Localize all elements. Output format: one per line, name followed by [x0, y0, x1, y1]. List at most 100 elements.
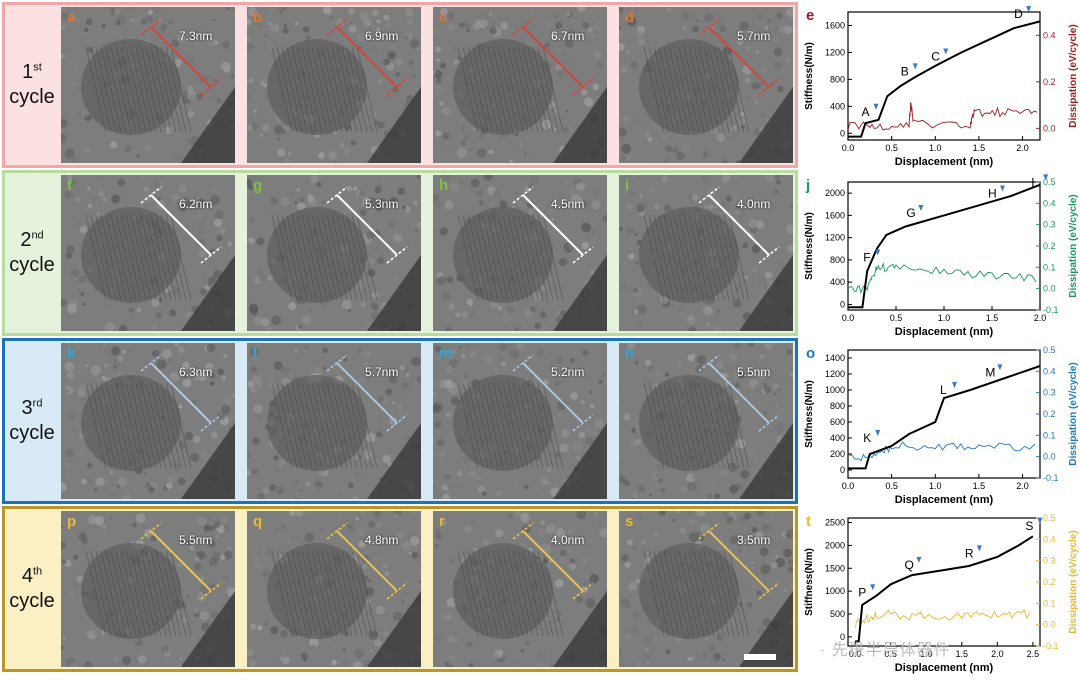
tem-image: [61, 343, 235, 499]
y2-tick-label: -0.1: [1043, 641, 1059, 651]
cycle-word: cycle: [9, 422, 55, 444]
y-tick-label: 400: [830, 101, 845, 111]
chart-e: e 0.0 0.5 1.0 1.5 2.0 0 400 800 1200 1600 0.0 0.2 0.4…: [800, 2, 1080, 168]
y-tick-label: 1600: [825, 20, 845, 30]
y-tick-label: 400: [830, 433, 845, 443]
x-tick-label: 1.0: [920, 649, 933, 659]
y2-tick-label: 0.3: [1043, 388, 1056, 398]
measurement-label: 5.7nm: [365, 365, 399, 379]
measurement-label: 6.2nm: [179, 197, 213, 211]
chart-panel-letter: e: [806, 7, 814, 24]
y-tick-label: 1200: [825, 233, 845, 243]
tem-panel-l: l 5.7nm: [247, 343, 421, 499]
cycle-suffix: nd: [31, 229, 44, 242]
tem-panel-h: h 4.5nm: [433, 175, 607, 331]
y2-tick-label: 0.5: [1043, 345, 1056, 355]
annotation-label: H: [988, 186, 997, 200]
x-tick-label: 0.0: [842, 481, 855, 491]
tem-image: [247, 175, 421, 331]
y2-tick-label: 0.2: [1043, 241, 1056, 251]
y-tick-label: 600: [830, 417, 845, 427]
plot-frame: [847, 181, 1041, 311]
y-tick-label: 0: [840, 465, 845, 475]
panel-letter: m: [439, 345, 453, 362]
panel-letter: f: [67, 177, 72, 194]
chart-panel-letter: t: [806, 513, 811, 530]
x-tick-label: 0.5: [890, 313, 903, 323]
y-tick-label: 800: [830, 74, 845, 84]
annotation-label: Q: [904, 558, 913, 572]
y2-tick-label: 0.0: [1043, 452, 1056, 462]
chart-t: t 0.0 0.5 1.0 1.5 2.0 2.5 0 500 1000 1500 2000 2500 -…: [800, 508, 1080, 674]
y-tick-label: 0: [840, 128, 845, 138]
annotation-arrow: [875, 249, 881, 256]
y-tick-label: 400: [830, 277, 845, 287]
tem-image: [433, 343, 607, 499]
cycle-label: 4th cycle: [5, 509, 59, 669]
x-tick-label: 1.5: [986, 313, 999, 323]
x-tick-label: 0.0: [842, 313, 855, 323]
y-tick-label: 2500: [825, 518, 845, 528]
y-axis-label: Stiffness(N/m): [804, 380, 815, 448]
annotation-arrow: [1026, 6, 1032, 13]
measurement-label: 5.7nm: [737, 29, 771, 43]
measurement-label: 5.5nm: [179, 533, 213, 547]
y2-tick-label: 0.4: [1043, 534, 1056, 544]
y2-tick-label: 0.4: [1043, 366, 1056, 376]
panel-letter: b: [253, 9, 263, 26]
y2-axis-label: Dissipation (eV/cycle): [1068, 362, 1079, 465]
cycle-word: cycle: [9, 254, 55, 276]
annotation-label: P: [858, 585, 866, 599]
annotation-arrow: [1000, 185, 1005, 192]
measurement-label: 5.2nm: [551, 365, 585, 379]
annotation-label: F: [863, 250, 870, 264]
cycle-word: cycle: [9, 590, 55, 612]
x-tick-label: 1.0: [929, 143, 942, 153]
tem-image: [61, 511, 235, 667]
tem-panel-k: k 6.3nm: [61, 343, 235, 499]
panel-letter: p: [67, 513, 77, 530]
annotation-label: C: [931, 50, 940, 64]
y2-tick-label: 0.2: [1043, 577, 1056, 587]
cycle-row-3: 3rd cycle k 6.3nm l 5.7nm m 5.2nm n 5.5nm: [2, 338, 798, 504]
annotation-arrow: [875, 430, 881, 436]
plot-frame: [847, 11, 1041, 141]
annotation-arrow: [918, 204, 924, 211]
annotation-label: B: [901, 64, 909, 78]
panel-letter: l: [253, 345, 258, 362]
stiffness-series: [848, 20, 1041, 138]
annotation-label: L: [940, 383, 947, 397]
tem-image: [61, 7, 235, 163]
tem-panel-a: a 7.3nm: [61, 7, 235, 163]
tem-panel-q: q 4.8nm: [247, 511, 421, 667]
y-axis-label: Stiffness(N/m): [804, 212, 815, 280]
tem-image: [247, 511, 421, 667]
y-axis-label: Stiffness(N/m): [804, 42, 815, 110]
annotation-arrow: [912, 63, 918, 70]
annotation-arrow: [870, 584, 876, 591]
tem-image: [619, 511, 793, 667]
y-tick-label: 500: [830, 609, 845, 619]
annotation-label: R: [965, 546, 974, 560]
annotation-label: I: [1031, 175, 1034, 189]
x-tick-label: 1.0: [929, 481, 942, 491]
tem-image: [619, 175, 793, 331]
x-tick-label: 2.0: [1016, 481, 1029, 491]
x-tick-label: 0.5: [885, 481, 898, 491]
cycle-suffix: th: [32, 565, 43, 578]
y-tick-label: 2000: [825, 188, 845, 198]
y2-tick-label: 0.2: [1043, 77, 1056, 87]
y2-tick-label: 0.0: [1043, 284, 1056, 294]
x-tick-label: 1.5: [973, 143, 986, 153]
measurement-label: 3.5nm: [737, 533, 771, 547]
scale-bar: [744, 654, 776, 660]
chart-j: j 0.0 0.5 1.0 1.5 2.0 0 400 800 1200 1600 2000 -0.1 0…: [800, 172, 1080, 338]
tem-panel-i: i 4.0nm: [619, 175, 793, 331]
panel-letter: r: [439, 513, 445, 530]
cycle-number: 1: [22, 61, 34, 83]
tem-panel-p: p 5.5nm: [61, 511, 235, 667]
tem-image: [619, 7, 793, 163]
y2-tick-label: -0.1: [1043, 305, 1059, 315]
x-tick-label: 2.5: [1027, 649, 1040, 659]
chart-o: o 0.0 0.5 1.0 1.5 2.0 0 200 400 600 800 1000 1200 140…: [800, 340, 1080, 506]
